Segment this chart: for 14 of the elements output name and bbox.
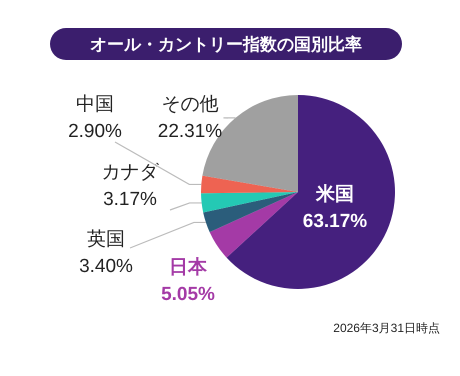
slice-label: 中国 (76, 94, 114, 115)
slice-label: 日本 (169, 256, 208, 278)
data-label: 63.17% (302, 211, 368, 232)
text: 2026年3月31日時点 (333, 321, 440, 335)
data-label: 22.31% (158, 121, 222, 142)
slice-label: 米国 (315, 183, 354, 205)
slice-label: 英国 (87, 229, 125, 250)
chart-title: オール・カントリー指数の国別比率 (90, 35, 362, 54)
data-label: 3.40% (79, 256, 134, 277)
data-label: 5.05% (161, 284, 216, 305)
data-label: 2.90% (68, 121, 122, 142)
slice-label: その他 (162, 94, 218, 115)
slice-label: カナダ (102, 162, 160, 183)
data-label: 3.17% (103, 189, 158, 210)
